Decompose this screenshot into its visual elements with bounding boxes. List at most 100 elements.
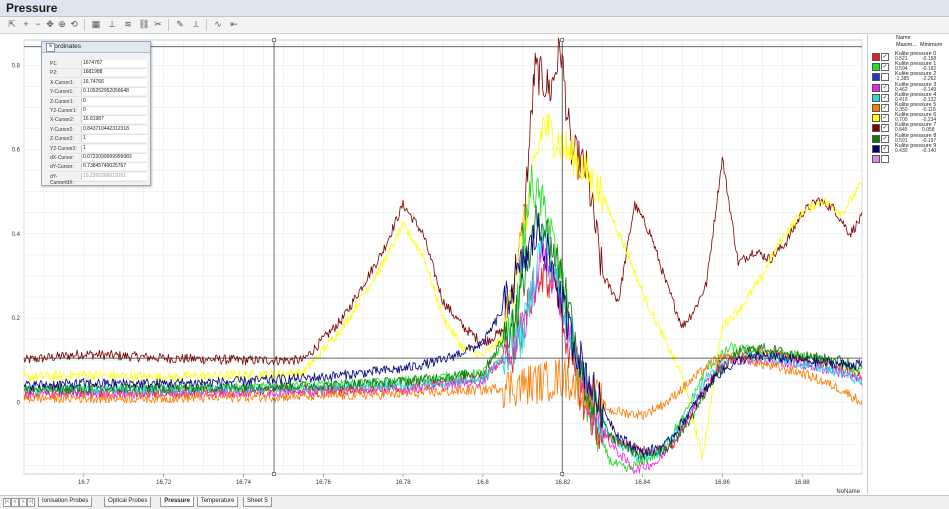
coordinate-row: Y-Cursor2: 0.843710442312318 bbox=[50, 125, 147, 135]
series-name: Kulite pressure 5 bbox=[895, 102, 937, 108]
series-color-swatch[interactable] bbox=[872, 53, 880, 61]
y-tick-label: 0.8 bbox=[12, 63, 21, 69]
series-line[interactable] bbox=[23, 164, 863, 473]
series-line[interactable] bbox=[23, 113, 863, 460]
coordinate-value: 1674767 bbox=[81, 60, 147, 67]
series-color-swatch[interactable] bbox=[872, 93, 880, 102]
series-color-swatch[interactable] bbox=[872, 73, 880, 82]
series-color-swatch[interactable] bbox=[872, 63, 880, 72]
series-color-swatch[interactable] bbox=[872, 134, 880, 143]
series-visibility-checkbox[interactable]: ✓ bbox=[881, 63, 889, 72]
window-title-bar: Pressure bbox=[0, 0, 949, 17]
series-visibility-checkbox[interactable] bbox=[881, 73, 889, 82]
series-max: 0.430 bbox=[895, 147, 908, 154]
zoom-region-icon[interactable]: ⊕ bbox=[58, 19, 66, 29]
series-color-swatch[interactable] bbox=[872, 144, 880, 153]
reset-view-icon[interactable]: ⟲ bbox=[70, 19, 78, 29]
cursor-handle[interactable] bbox=[272, 472, 276, 476]
measure-icon[interactable]: ⟂ bbox=[192, 19, 199, 29]
sheet-tab[interactable]: Temperature bbox=[196, 497, 239, 507]
cursor-handle[interactable] bbox=[272, 38, 276, 42]
series-visibility-checkbox[interactable]: ✓ bbox=[881, 124, 889, 133]
back-icon[interactable]: ⇤ bbox=[230, 19, 238, 29]
legend-item[interactable]: ✓ Kulite pressure 3 0.462 -0.149 bbox=[870, 82, 949, 93]
series-color-swatch[interactable] bbox=[872, 155, 880, 163]
link-icon[interactable]: ⛓ bbox=[138, 19, 150, 29]
toolbar-separator bbox=[84, 19, 85, 31]
sheet-nav-button[interactable]: |< bbox=[3, 498, 11, 507]
y-tick-label: 0.2 bbox=[12, 316, 21, 322]
legend-item[interactable]: ✓ Kulite pressure 1 0.594 -0.182 bbox=[870, 61, 949, 72]
chart-type-icon[interactable]: ▦ bbox=[91, 19, 101, 29]
legend-item[interactable]: Kulite pressure 2 -1.385 -2.262 bbox=[870, 71, 949, 82]
coordinate-value: 16.81987 bbox=[81, 116, 147, 124]
legend-item[interactable]: ✓ Kulite pressure 0 0.521 -0.158 bbox=[870, 51, 949, 62]
zoom-out-icon[interactable]: − bbox=[35, 19, 41, 29]
series-visibility-checkbox[interactable] bbox=[881, 155, 889, 163]
series-line[interactable] bbox=[23, 225, 863, 462]
series-icon[interactable]: ≋ bbox=[124, 19, 132, 29]
series-color-swatch[interactable] bbox=[872, 114, 880, 123]
legend-header-max[interactable]: Maxim... bbox=[896, 42, 917, 48]
sheet-tab[interactable]: Optical Probes bbox=[104, 497, 152, 507]
legend-item[interactable] bbox=[870, 153, 949, 163]
unlink-icon[interactable]: ✂ bbox=[154, 19, 162, 29]
series-line[interactable] bbox=[23, 235, 863, 475]
sheet-nav-button[interactable]: >| bbox=[27, 498, 35, 507]
series-line[interactable] bbox=[23, 204, 863, 460]
sheet-nav-button[interactable]: < bbox=[11, 498, 19, 507]
x-tick-label: 16.88 bbox=[795, 480, 811, 486]
axis-icon[interactable]: ⊥ bbox=[108, 19, 116, 29]
zoom-in-icon[interactable]: + bbox=[23, 19, 29, 29]
series-name: Kulite pressure 8 bbox=[895, 132, 937, 139]
series-visibility-checkbox[interactable]: ✓ bbox=[881, 93, 889, 102]
series-line[interactable] bbox=[23, 213, 863, 458]
marker-icon[interactable]: ✎ bbox=[176, 19, 184, 29]
cursor-handle[interactable] bbox=[560, 38, 564, 42]
toolbar-separator bbox=[168, 19, 169, 31]
cursor-handle[interactable] bbox=[560, 472, 564, 476]
series-color-swatch[interactable] bbox=[872, 83, 880, 92]
y-tick-label: 0.4 bbox=[12, 232, 21, 238]
pressure-chart[interactable]: 16.7 16.72 16.74 16.76 16.78 16.8 16.82 16.84 16… bbox=[0, 34, 866, 494]
coordinate-label: Y2-Cursor2: bbox=[50, 145, 77, 152]
close-icon[interactable]: × bbox=[46, 43, 55, 52]
legend-item[interactable]: ✓ Kulite pressure 8 0.591 -0.197 bbox=[870, 132, 949, 144]
coordinates-title-bar[interactable]: Coordinates × bbox=[42, 42, 150, 53]
coordinates-panel[interactable]: Coordinates × P1: 1674767 P2: 1681988 X-Curs… bbox=[41, 41, 151, 186]
series-visibility-checkbox[interactable]: ✓ bbox=[881, 144, 889, 153]
legend-item[interactable]: ✓ Kulite pressure 9 0.430 -0.140 bbox=[870, 143, 949, 154]
series-visibility-checkbox[interactable]: ✓ bbox=[881, 134, 889, 143]
series-visibility-checkbox[interactable]: ✓ bbox=[881, 53, 889, 61]
legend-header-min[interactable]: Minimum bbox=[920, 42, 943, 48]
x-tick-label: 16.76 bbox=[316, 480, 332, 486]
series-color-swatch[interactable] bbox=[872, 124, 880, 133]
coordinate-row: dX-Cursor: 0.0722099999999983 bbox=[50, 154, 147, 163]
coordinate-row: dY-Cursor/dX: 10.2265266019261 bbox=[50, 172, 147, 186]
series-line[interactable] bbox=[23, 351, 863, 422]
sheet-tab[interactable]: Sheet 5 bbox=[243, 497, 272, 507]
coordinate-row: Y2-Cursor1: 0 bbox=[50, 107, 147, 116]
coordinate-row: Y-Cursor1: 0.105252952056648 bbox=[50, 88, 147, 98]
trend-icon[interactable]: ∿ bbox=[214, 19, 222, 29]
legend-item[interactable]: ✓ Kulite pressure 5 0.350 -0.118 bbox=[870, 102, 949, 113]
series-visibility-checkbox[interactable]: ✓ bbox=[881, 104, 889, 112]
series-line[interactable] bbox=[23, 37, 863, 366]
legend-item[interactable]: ✓ Kulite pressure 7 0.845 0.058 bbox=[870, 122, 949, 133]
window-title: Pressure bbox=[6, 1, 58, 15]
sheet-tab[interactable]: Pressure bbox=[160, 497, 194, 507]
legend-item[interactable]: ✓ Kulite pressure 6 0.700 -0.234 bbox=[870, 112, 949, 123]
chart-toolbar: ⇱ + − ✥ ⊕ ⟲ ▦ ⊥ ≋ ⛓ ✂ ✎ ⟂ ∿ ⇤ bbox=[0, 17, 949, 34]
sheet-nav-button[interactable]: > bbox=[19, 498, 27, 507]
cursor-icon[interactable]: ⇱ bbox=[8, 19, 16, 29]
pan-icon[interactable]: ✥ bbox=[46, 19, 54, 29]
sheet-tab[interactable]: Ionisation Probes bbox=[38, 497, 93, 507]
x-tick-label: 16.86 bbox=[715, 480, 731, 486]
legend-header-name[interactable]: Name bbox=[896, 35, 911, 41]
coordinate-label: X-Cursor2: bbox=[50, 117, 75, 124]
legend-item[interactable]: ✓ Kulite pressure 4 0.419 -0.132 bbox=[870, 92, 949, 103]
series-visibility-checkbox[interactable]: ✓ bbox=[881, 83, 889, 92]
series-visibility-checkbox[interactable]: ✓ bbox=[881, 114, 889, 123]
series-color-swatch[interactable] bbox=[872, 104, 880, 112]
coordinate-value: 0.843710442312318 bbox=[81, 125, 147, 133]
